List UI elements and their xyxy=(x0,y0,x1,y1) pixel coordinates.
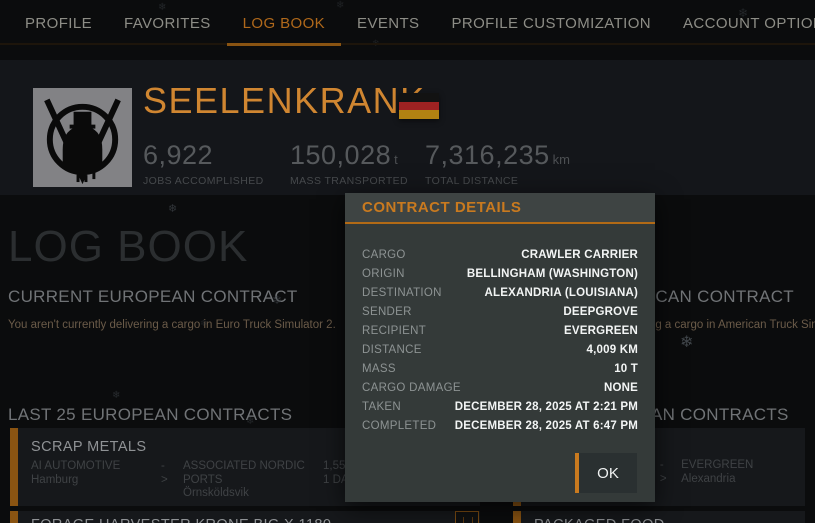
sender-company: AI AUTOMOTIVE xyxy=(31,460,121,472)
row-value: ALEXANDRIA (LOUISIANA) xyxy=(484,286,638,299)
arrow-gt: > xyxy=(161,473,168,486)
flag-stripe-black xyxy=(399,93,439,102)
recipient-city: Örnsköldsvik xyxy=(183,487,249,499)
contract-distance: 1,55 xyxy=(323,460,346,472)
flag-stripe-red xyxy=(399,101,439,111)
nav-item-profile-customization[interactable]: PROFILE CUSTOMIZATION xyxy=(451,14,651,32)
dialog-header: CONTRACT DETAILS xyxy=(345,193,655,224)
stat-distance: 7,316,235 km TOTAL DISTANCE xyxy=(425,140,570,187)
ok-button[interactable]: OK xyxy=(575,453,637,493)
row-label: MASS xyxy=(362,362,396,375)
recipient-company: EVERGREEN xyxy=(681,459,754,471)
route-arrow-icon: - > xyxy=(660,459,681,486)
row-value: CRAWLER CARRIER xyxy=(521,248,638,261)
contract-sender: AI AUTOMOTIVE Hamburg xyxy=(31,460,161,501)
page-title: LOG BOOK xyxy=(8,222,249,271)
row-label: CARGO xyxy=(362,248,406,261)
snowflake-icon: ❄ xyxy=(112,390,121,401)
recipient-company: ASSOCIATED NORDIC PORTS xyxy=(183,460,305,486)
snowflake-icon: ❄ xyxy=(158,2,167,13)
route-arrow-icon: - > xyxy=(161,460,183,501)
nav-item-favorites[interactable]: FAVORITES xyxy=(123,14,211,32)
contract-recipient: EVERGREEN Alexandria xyxy=(681,459,805,486)
row-label: CARGO DAMAGE xyxy=(362,381,461,394)
profile-header: SEELENKRANK 6,922 JOBS ACCOMPLISHED 150,… xyxy=(0,60,815,195)
stat-label: JOBS ACCOMPLISHED xyxy=(143,175,264,187)
sender-city: Hamburg xyxy=(31,473,79,486)
contract-row-packaged-food[interactable]: PACKAGED FOOD xyxy=(513,511,805,523)
contract-recipient: ASSOCIATED NORDIC PORTS Örnsköldsvik xyxy=(183,460,311,501)
row-label: RECIPIENT xyxy=(362,324,427,337)
snowflake-icon: ❄ xyxy=(738,6,749,20)
european-status-text: You aren't currently delivering a cargo … xyxy=(8,319,336,331)
last-25-european-contracts-heading: LAST 25 EUROPEAN CONTRACTS xyxy=(8,405,293,424)
snowflake-icon: ❄ xyxy=(680,334,694,351)
row-value: DECEMBER 28, 2025 AT 6:47 PM xyxy=(454,419,638,432)
nav-item-account-options[interactable]: ACCOUNT OPTIONS xyxy=(683,14,815,32)
profile-name: SEELENKRANK xyxy=(143,80,426,121)
flag-stripe-gold xyxy=(399,110,439,120)
stat-unit: t xyxy=(394,152,398,167)
stat-label: TOTAL DISTANCE xyxy=(425,175,519,187)
germany-flag-icon xyxy=(399,93,439,120)
dialog-body: CARGO CRAWLER CARRIER ORIGIN BELLINGHAM (W… xyxy=(345,224,655,435)
row-value: 10 T xyxy=(614,362,638,375)
arrow-gt: > xyxy=(659,472,667,485)
snowflake-icon: ❄ xyxy=(246,416,255,427)
snowflake-icon: ❄ xyxy=(336,0,345,11)
row-label: DESTINATION xyxy=(362,286,442,299)
stat-value: 6,922 xyxy=(143,140,214,170)
external-contract-icon[interactable] xyxy=(455,511,479,523)
snowflake-icon: ❄ xyxy=(200,318,208,328)
nav-item-log-book[interactable]: LOG BOOK xyxy=(226,0,342,46)
stat-value: 150,028 xyxy=(290,140,392,170)
nav-item-events[interactable]: EVENTS xyxy=(357,14,420,32)
row-value: NONE xyxy=(603,381,638,394)
row-label: DISTANCE xyxy=(362,343,422,356)
row-value: DEEPGROVE xyxy=(563,305,638,318)
arrow-dash: - xyxy=(659,459,664,471)
contract-details-dialog: CONTRACT DETAILS CARGO CRAWLER CARRIER OR… xyxy=(345,193,655,502)
row-value: EVERGREEN xyxy=(563,324,638,337)
current-european-contract-heading: CURRENT EUROPEAN CONTRACT xyxy=(8,287,298,306)
stat-unit: km xyxy=(552,152,570,167)
avatar xyxy=(33,88,132,187)
arrow-dash: - xyxy=(161,460,165,472)
contract-meta: 1,55 1 DA xyxy=(323,460,349,501)
contract-cargo-title: FORAGE HARVESTER KRONE BIG X 1180 xyxy=(31,517,480,523)
row-label: ORIGIN xyxy=(362,267,405,280)
row-label: COMPLETED xyxy=(362,419,437,432)
row-value: 4,009 KM xyxy=(586,343,638,356)
recipient-city: Alexandria xyxy=(681,472,736,485)
row-label: TAKEN xyxy=(362,400,401,413)
row-label: SENDER xyxy=(362,305,412,318)
stat-label: MASS TRANSPORTED xyxy=(290,175,409,187)
top-nav: PROFILE FAVORITES LOG BOOK EVENTS PROFIL… xyxy=(0,0,815,46)
nav-item-profile[interactable]: PROFILE xyxy=(25,14,92,32)
contract-cargo-title: PACKAGED FOOD xyxy=(534,517,805,523)
contract-row-forage-harvester[interactable]: FORAGE HARVESTER KRONE BIG X 1180 xyxy=(10,511,480,523)
snowflake-icon: ❄ xyxy=(272,293,283,307)
stat-mass: 150,028 t MASS TRANSPORTED xyxy=(290,140,408,187)
stat-jobs: 6,922 JOBS ACCOMPLISHED xyxy=(143,140,264,187)
row-value: BELLINGHAM (WASHINGTON) xyxy=(466,267,638,280)
dialog-title: CONTRACT DETAILS xyxy=(362,199,522,216)
snowflake-icon: ❄ xyxy=(168,203,178,215)
row-value: DECEMBER 28, 2025 AT 2:21 PM xyxy=(454,400,638,413)
contract-cargo-title: SCRAP METALS xyxy=(31,439,147,455)
contract-age: 1 DA xyxy=(323,473,349,486)
stat-value: 7,316,235 xyxy=(425,140,550,170)
